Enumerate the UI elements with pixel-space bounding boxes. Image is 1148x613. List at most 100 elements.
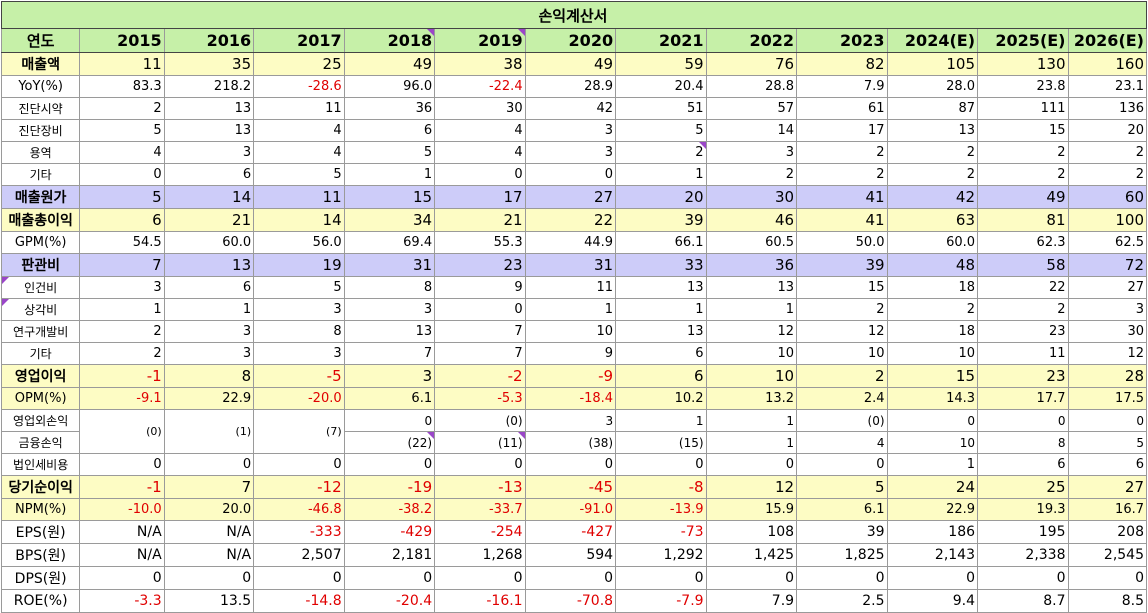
revenue-row: 매출액 11 35 25 49 38 49 59 76 82 105 130 160 xyxy=(0,52,1147,76)
value-cell: -5 xyxy=(253,364,345,388)
value-cell: 4 xyxy=(79,141,165,164)
diagnostic-reagent-row: 진단시약 2 13 11 36 30 42 51 57 61 87 111 136 xyxy=(0,97,1147,120)
value-cell: 31 xyxy=(524,253,617,277)
value-cell: 0 xyxy=(524,566,617,590)
value-cell: 10 xyxy=(886,431,979,454)
value-cell: 15 xyxy=(977,119,1069,142)
value-cell: 0 xyxy=(977,566,1069,590)
value-cell: 8 xyxy=(253,320,345,343)
value-cell: 96.0 xyxy=(343,75,436,98)
value-cell: -20.0 xyxy=(253,387,345,410)
value-cell: 55.3 xyxy=(434,231,526,254)
value-cell: 34 xyxy=(343,208,436,232)
value-cell: 39 xyxy=(615,208,707,232)
value-cell: 0 xyxy=(79,163,165,186)
value-cell: 56.0 xyxy=(253,231,345,254)
value-cell: 6.1 xyxy=(796,498,888,521)
value-cell: 2 xyxy=(796,163,888,186)
value-cell: 17 xyxy=(796,119,888,142)
value-cell: -12 xyxy=(253,475,345,499)
roe-row: ROE(%) -3.3 13.5 -14.8 -20.4 -16.1 -70.8 -7.9 7.… xyxy=(0,589,1147,613)
row-label: 당기순이익 xyxy=(0,475,81,499)
value-cell: 8 xyxy=(163,364,255,388)
year-cell: 2016 xyxy=(163,28,255,53)
value-cell: 1 xyxy=(705,431,798,454)
value-cell: -3.3 xyxy=(79,589,165,613)
year-header-row: 연도 2015 2016 2017 2018 2019 2020 2021 20… xyxy=(0,28,1147,53)
value-cell: 18 xyxy=(886,320,979,343)
diagnostic-equipment-row: 진단장비 5 13 4 6 4 3 5 14 17 13 15 20 xyxy=(0,119,1147,142)
value-cell: 13 xyxy=(163,119,255,142)
value-cell: 160 xyxy=(1067,52,1147,76)
row-label: GPM(%) xyxy=(0,231,81,254)
value-cell: (15) xyxy=(615,431,707,454)
merged-value-cell: (7) xyxy=(253,409,345,454)
value-cell: 19.3 xyxy=(977,498,1069,521)
value-cell: N/A xyxy=(163,543,255,567)
value-cell: 27 xyxy=(1067,475,1147,499)
income-tax-row: 법인세비용 0 0 0 0 0 0 0 0 0 1 6 6 xyxy=(0,453,1147,476)
value-cell: -18.4 xyxy=(524,387,617,410)
year-cell: 2019 xyxy=(434,28,526,53)
value-cell: 13.2 xyxy=(705,387,798,410)
value-cell: 30 xyxy=(434,97,526,120)
value-cell: 60.0 xyxy=(163,231,255,254)
value-cell: 111 xyxy=(977,97,1069,120)
value-cell: 2,338 xyxy=(977,543,1069,567)
value-cell: 25 xyxy=(977,475,1069,499)
value-cell: 0 xyxy=(705,566,798,590)
row-label: 진단시약 xyxy=(0,97,81,120)
service-row: 용역 4 3 4 5 4 3 2 3 2 2 2 2 xyxy=(0,141,1147,164)
row-label: 매출총이익 xyxy=(0,208,81,232)
value-cell: 20.4 xyxy=(615,75,707,98)
value-cell: 3 xyxy=(524,141,617,164)
value-cell: 13 xyxy=(886,119,979,142)
value-cell: 100 xyxy=(1067,208,1147,232)
value-cell: 3 xyxy=(253,298,345,321)
value-cell: -16.1 xyxy=(434,589,526,613)
value-cell: 33 xyxy=(615,253,707,277)
value-cell: 7 xyxy=(434,320,526,343)
row-label: YoY(%) xyxy=(0,75,81,98)
value-cell: N/A xyxy=(79,543,165,567)
value-cell: 21 xyxy=(434,208,526,232)
year-cell: 2025(E) xyxy=(977,28,1069,53)
value-cell: 60 xyxy=(1067,185,1147,209)
value-cell: 10 xyxy=(705,364,798,388)
value-cell: 3 xyxy=(343,364,436,388)
value-cell: 17 xyxy=(434,185,526,209)
value-cell: 63 xyxy=(886,208,979,232)
value-cell: 15 xyxy=(886,364,979,388)
value-cell: 2 xyxy=(705,163,798,186)
value-cell: 195 xyxy=(977,520,1069,544)
value-cell: (38) xyxy=(524,431,617,454)
other-sga-row: 기타 2 3 3 7 7 9 6 10 10 10 11 12 xyxy=(0,342,1147,365)
bps-row: BPS(원) N/A N/A 2,507 2,181 1,268 594 1,292 1,425… xyxy=(0,543,1147,567)
value-cell: 1 xyxy=(343,163,436,186)
value-cell: 0 xyxy=(977,409,1069,432)
value-cell: 61 xyxy=(796,97,888,120)
value-cell: 0 xyxy=(524,453,617,476)
value-cell: 2 xyxy=(977,163,1069,186)
labor-cost-row: 인건비 3 6 5 8 9 11 13 13 15 18 22 27 xyxy=(0,276,1147,299)
non-operating-row: 영업외손익 (0) (1) (7) 0 (0) 3 1 1 (0) 0 0 0 xyxy=(0,409,1147,454)
value-cell: 8.5 xyxy=(1067,589,1147,613)
value-cell: 7 xyxy=(163,475,255,499)
value-cell: N/A xyxy=(79,520,165,544)
value-cell: -9.1 xyxy=(79,387,165,410)
value-cell: -33.7 xyxy=(434,498,526,521)
value-cell: 10 xyxy=(886,342,979,365)
value-cell: 13 xyxy=(343,320,436,343)
sga-row: 판관비 7 13 19 31 23 31 33 36 39 48 58 72 xyxy=(0,253,1147,277)
value-cell: -73 xyxy=(615,520,707,544)
value-cell: 41 xyxy=(796,208,888,232)
value-cell: 5 xyxy=(79,185,165,209)
value-cell: 41 xyxy=(796,185,888,209)
row-label: DPS(원) xyxy=(0,566,81,590)
value-cell: -2 xyxy=(434,364,526,388)
value-cell: -38.2 xyxy=(343,498,436,521)
value-cell: 208 xyxy=(1067,520,1147,544)
value-cell: 82 xyxy=(796,52,888,76)
value-cell: 1,292 xyxy=(615,543,707,567)
value-cell: 49 xyxy=(524,52,617,76)
